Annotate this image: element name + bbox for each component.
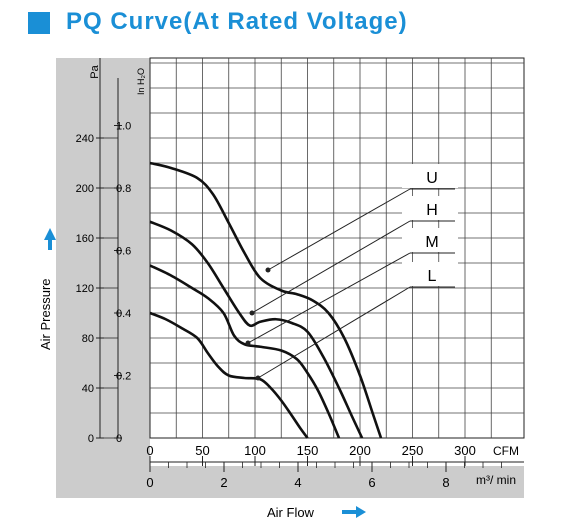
legend-arrowhead	[245, 340, 251, 346]
m3min-unit-label: m³/ min	[476, 473, 516, 487]
cfm-tick-label: 50	[195, 443, 209, 458]
plot-area	[149, 57, 525, 439]
m3min-tick-label: 8	[442, 475, 449, 490]
legend-label-u: U	[426, 170, 438, 187]
legend-box	[402, 164, 458, 188]
legend-label-h: H	[426, 202, 438, 219]
legend-arrowhead	[265, 267, 271, 273]
series-line-h	[149, 220, 364, 439]
legend-leader-line	[257, 286, 411, 379]
m3min-tick-label: 6	[368, 475, 375, 490]
pa-tick-label: 0	[88, 433, 94, 445]
series-line-m	[149, 264, 341, 439]
page-title: PQ Curve(At Rated Voltage)	[66, 8, 408, 35]
m3min-tick-label: 4	[294, 475, 301, 490]
legend-box	[402, 196, 458, 220]
m3min-tick-label: 0	[146, 475, 153, 490]
cfm-tick-label: 300	[454, 443, 476, 458]
pa-tick-label: 240	[76, 133, 94, 145]
inh2o-unit-label: In H₂O	[136, 68, 146, 95]
pa-unit-label: Pa	[89, 64, 101, 78]
inh2o-tick-label: 0.8	[116, 183, 131, 195]
up-arrow-icon	[44, 228, 56, 250]
series-line-u	[149, 161, 383, 439]
cfm-tick-label: 200	[349, 443, 371, 458]
inh2o-tick-label: 0.2	[116, 371, 131, 383]
legend-arrowhead	[249, 310, 255, 316]
pa-tick-label: 200	[76, 183, 94, 195]
legend-label-m: M	[425, 234, 438, 251]
legend-leader-line	[267, 188, 411, 271]
inh2o-tick-label: 1.0	[116, 121, 131, 133]
series-line-l	[149, 311, 309, 439]
pa-tick-label: 80	[82, 333, 94, 345]
legend-leader-line	[251, 220, 411, 314]
legend-box	[402, 262, 458, 286]
pa-tick-label: 40	[82, 383, 94, 395]
legend-label-l: L	[428, 268, 437, 285]
pa-tick-label: 120	[76, 283, 94, 295]
legend-box	[402, 228, 458, 252]
inh2o-tick-label: 0.6	[116, 246, 131, 258]
right-arrow-icon	[342, 506, 366, 518]
cfm-tick-label: 0	[146, 443, 153, 458]
m3min-tick-label: 2	[220, 475, 227, 490]
cfm-tick-label: 250	[402, 443, 424, 458]
x-axis-title: Air Flow	[267, 505, 315, 520]
inh2o-tick-label: 0.4	[116, 308, 131, 320]
left-gutter	[56, 58, 150, 498]
legend-leader-line	[247, 252, 411, 344]
cfm-unit-label: CFM	[493, 444, 519, 458]
title-marker-icon	[28, 12, 50, 34]
y-axis-title: Air Pressure	[38, 278, 53, 350]
legend-arrowhead	[255, 375, 261, 381]
cfm-tick-label: 150	[297, 443, 319, 458]
pa-tick-label: 160	[76, 233, 94, 245]
inh2o-tick-label: 0	[116, 433, 122, 445]
cfm-tick-label: 100	[244, 443, 266, 458]
cfm-axis-band	[150, 438, 524, 466]
